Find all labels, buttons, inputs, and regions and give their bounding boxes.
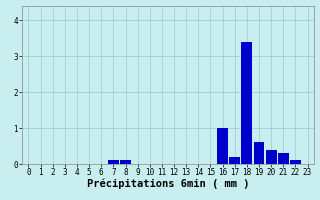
- X-axis label: Précipitations 6min ( mm ): Précipitations 6min ( mm ): [87, 179, 249, 189]
- Bar: [278, 153, 289, 164]
- Bar: [266, 150, 276, 164]
- Bar: [253, 142, 264, 164]
- Bar: [290, 160, 301, 164]
- Bar: [108, 160, 119, 164]
- Bar: [229, 157, 240, 164]
- Bar: [120, 160, 131, 164]
- Bar: [241, 42, 252, 164]
- Bar: [217, 128, 228, 164]
